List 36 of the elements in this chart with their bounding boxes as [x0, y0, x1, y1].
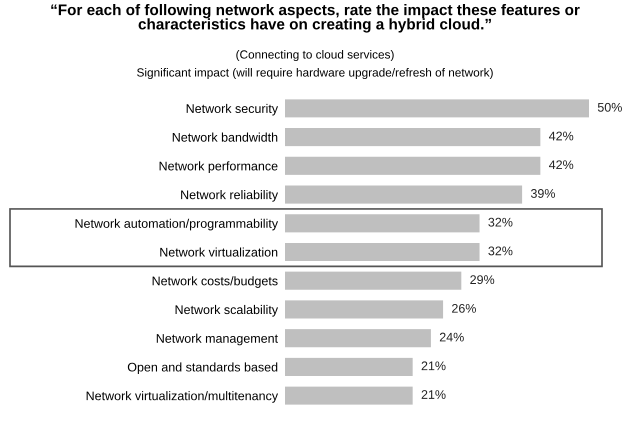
y-tick-label: Network automation/programmability [76, 218, 278, 230]
y-tick-label: Network reliability [181, 190, 278, 202]
data-label: 32% [488, 246, 512, 256]
bar [285, 214, 480, 232]
data-label: 29% [470, 275, 494, 284]
y-tick-label: Network performance [160, 161, 278, 173]
data-label: 21% [422, 390, 446, 399]
chart-title: “For each of following network aspects, rate the impact these features or characteristics have on creating a hybrid cloud.” [51, 4, 580, 33]
y-tick-label: Open and standards based [128, 362, 278, 374]
bar [285, 128, 540, 146]
y-tick-label: Network scalability [176, 304, 278, 317]
y-tick-label: Network virtualization [160, 247, 278, 257]
data-label: 32% [488, 218, 512, 227]
bar [285, 185, 522, 204]
bar [285, 329, 431, 348]
bar [285, 156, 540, 175]
bar [285, 272, 462, 290]
y-tick-label: Network costs/budgets [152, 276, 278, 288]
y-tick-label: Network security [186, 104, 278, 116]
data-label: 24% [440, 332, 464, 342]
bar [285, 358, 413, 376]
data-label: 50% [598, 102, 622, 112]
bar [285, 242, 480, 262]
y-tick-label: Network management [156, 334, 278, 346]
data-label: 42% [548, 160, 574, 170]
data-label: 39% [530, 189, 556, 198]
bar [285, 386, 413, 405]
text: Significant impact (will require hardware upgrade/refresh of network) [137, 68, 493, 80]
data-label: 21% [422, 361, 446, 370]
bar [285, 300, 444, 319]
chart-subtitle: (Connecting to cloud services) [236, 50, 394, 62]
y-tick-label: Network bandwidth [172, 132, 278, 142]
data-label: 26% [452, 304, 476, 313]
bar [285, 99, 589, 118]
y-tick-label: Network virtualization/multitenancy [86, 391, 278, 403]
data-label: 42% [548, 132, 574, 140]
